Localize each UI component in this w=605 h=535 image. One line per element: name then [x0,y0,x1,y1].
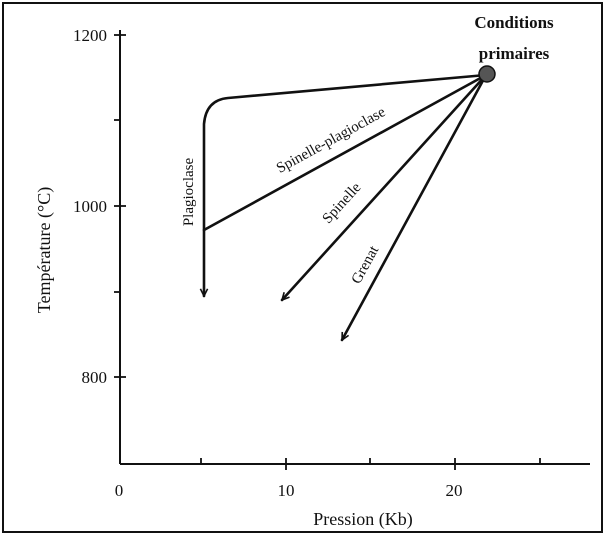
pt-paths [202,73,488,340]
path-plagioclase [204,73,488,298]
x-tick-label-10: 10 [278,481,295,500]
primary-conditions-point [478,65,496,83]
path-spinelle-plagioclase [202,73,488,232]
primary-conditions-label-line1: Conditions [474,13,554,32]
primary-conditions-label-line2: primaires [479,44,550,63]
x-axis-ticks [200,458,541,470]
label-spinelle-plagioclase: Spinelle-plagioclase [274,104,389,177]
y-tick-label-800: 800 [82,368,108,387]
x-tick-label-0: 0 [115,481,124,500]
path-grenat [340,73,488,340]
path-spinelle [280,73,488,300]
y-tick-label-1000: 1000 [73,197,107,216]
y-tick-label-1200: 1200 [73,26,107,45]
x-tick-label-20: 20 [446,481,463,500]
label-grenat: Grenat [349,243,383,287]
label-plagioclase: Plagioclase [181,158,197,227]
x-axis-title: Pression (Kb) [313,509,413,530]
y-axis-title: Température (°C) [34,187,55,313]
y-axis-ticks [114,34,126,378]
label-spinelle: Spinelle [320,179,365,226]
